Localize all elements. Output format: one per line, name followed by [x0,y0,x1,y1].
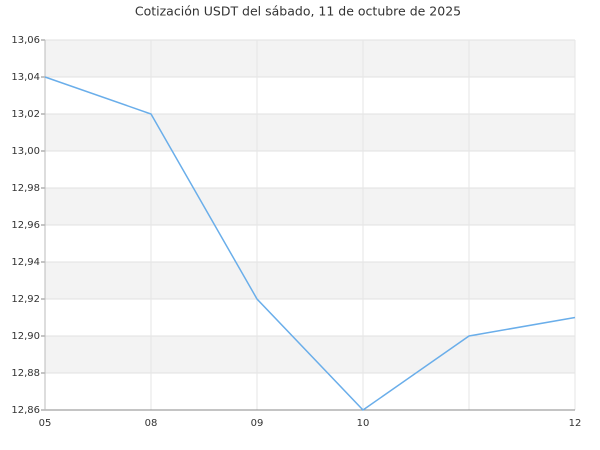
y-tick-label: 13,04 [11,72,40,83]
y-tick-label: 12,92 [11,294,40,305]
y-tick-label: 13,00 [11,146,40,157]
x-tick-label: 09 [251,418,264,429]
x-tick-label: 10 [357,418,370,429]
y-tick-label: 13,06 [11,35,40,46]
grid-band [45,188,575,225]
x-tick-label: 12 [569,418,582,429]
chart-title: Cotización USDT del sábado, 11 de octubr… [135,4,461,19]
y-tick-label: 12,96 [11,220,40,231]
y-tick-label: 12,88 [11,368,40,379]
y-tick-label: 12,90 [11,331,40,342]
grid-band [45,40,575,77]
x-tick-label: 08 [145,418,158,429]
grid-band [45,262,575,299]
y-tick-label: 12,98 [11,183,40,194]
y-tick-label: 12,94 [11,257,40,268]
y-tick-label: 12,86 [11,405,40,416]
y-tick-label: 13,02 [11,109,40,120]
grid-band [45,114,575,151]
x-tick-label: 05 [39,418,52,429]
series-line [44,76,576,411]
